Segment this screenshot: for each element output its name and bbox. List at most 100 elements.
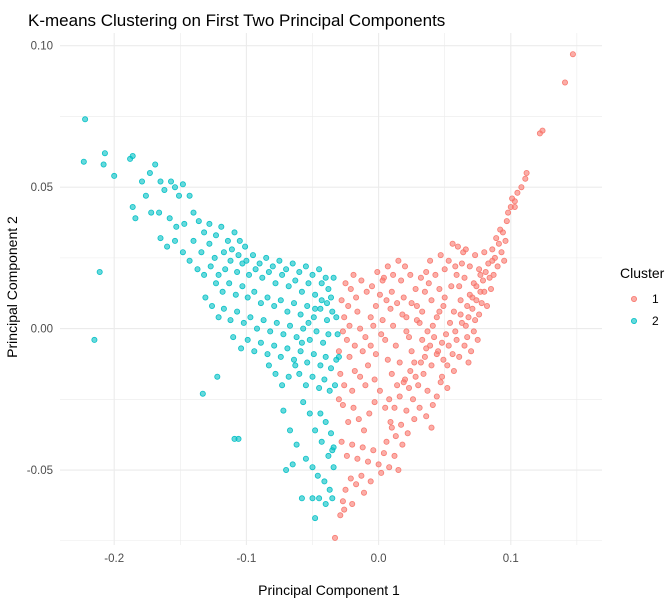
data-point-cluster-2 [321, 478, 328, 485]
data-point-cluster-2 [304, 359, 311, 366]
data-point-cluster-1 [350, 271, 357, 278]
data-point-cluster-1 [383, 438, 390, 445]
data-point-cluster-2 [257, 300, 264, 307]
data-point-cluster-2 [300, 325, 307, 332]
data-point-cluster-2 [228, 246, 235, 253]
data-point-cluster-2 [283, 266, 290, 273]
data-point-cluster-1 [433, 393, 440, 400]
points-layer [80, 51, 576, 541]
data-point-cluster-1 [424, 328, 431, 335]
data-point-cluster-2 [302, 263, 309, 270]
data-point-cluster-2 [201, 271, 208, 278]
data-point-cluster-1 [468, 348, 475, 355]
data-point-cluster-1 [469, 294, 476, 301]
data-point-cluster-1 [478, 300, 485, 307]
data-point-cluster-2 [190, 237, 197, 244]
data-point-cluster-2 [100, 161, 107, 168]
data-point-cluster-2 [230, 334, 237, 341]
data-point-cluster-1 [405, 334, 412, 341]
data-point-cluster-2 [286, 322, 293, 329]
data-point-cluster-2 [222, 266, 229, 273]
data-point-cluster-1 [357, 325, 364, 332]
data-point-cluster-1 [441, 294, 448, 301]
data-point-cluster-1 [338, 297, 345, 304]
data-point-cluster-1 [476, 311, 483, 318]
data-point-cluster-2 [220, 249, 227, 256]
data-point-cluster-2 [264, 294, 271, 301]
data-point-cluster-2 [235, 252, 242, 259]
data-point-cluster-1 [342, 280, 349, 287]
data-point-cluster-1 [343, 336, 350, 343]
data-point-cluster-1 [562, 79, 569, 86]
data-point-cluster-1 [449, 240, 456, 247]
data-point-cluster-2 [215, 271, 222, 278]
data-point-cluster-1 [489, 257, 496, 264]
data-point-cluster-1 [407, 367, 414, 374]
data-point-cluster-1 [452, 263, 459, 270]
data-point-cluster-2 [317, 410, 324, 417]
data-point-cluster-1 [481, 249, 488, 256]
data-point-cluster-1 [438, 373, 445, 380]
data-point-cluster-2 [129, 152, 136, 159]
data-point-cluster-1 [342, 486, 349, 493]
data-point-cluster-2 [215, 314, 222, 321]
data-point-cluster-1 [390, 271, 397, 278]
data-point-cluster-1 [469, 305, 476, 312]
data-point-cluster-2 [318, 438, 325, 445]
data-point-cluster-1 [367, 342, 374, 349]
data-point-cluster-1 [360, 489, 367, 496]
data-point-cluster-2 [264, 351, 271, 358]
data-point-cluster-1 [339, 401, 346, 408]
data-point-cluster-2 [271, 302, 278, 309]
data-point-cluster-1 [347, 285, 354, 292]
data-point-cluster-1 [465, 314, 472, 321]
data-point-cluster-1 [445, 342, 452, 349]
data-point-cluster-2 [327, 294, 334, 301]
data-point-cluster-1 [470, 328, 477, 335]
data-point-cluster-1 [489, 246, 496, 253]
data-point-cluster-1 [331, 534, 338, 541]
data-point-cluster-1 [394, 382, 401, 389]
data-point-cluster-2 [265, 362, 272, 369]
data-point-cluster-2 [284, 345, 291, 352]
data-point-cluster-2 [312, 305, 319, 312]
data-point-cluster-2 [272, 280, 279, 287]
data-point-cluster-2 [306, 410, 313, 417]
data-point-cluster-1 [337, 370, 344, 377]
data-point-cluster-2 [80, 158, 87, 165]
data-point-cluster-1 [498, 249, 505, 256]
data-point-cluster-1 [464, 334, 471, 341]
data-point-cluster-1 [341, 314, 348, 321]
data-point-cluster-1 [461, 274, 468, 281]
data-point-cluster-2 [297, 311, 304, 318]
data-point-cluster-2 [219, 288, 226, 295]
data-point-cluster-2 [293, 334, 300, 341]
data-point-cluster-2 [175, 192, 182, 199]
x-tick-label: 0.1 [503, 553, 519, 565]
data-point-cluster-1 [569, 51, 576, 58]
data-point-cluster-2 [138, 178, 145, 185]
data-point-cluster-2 [167, 178, 174, 185]
data-point-cluster-1 [481, 288, 488, 295]
data-point-cluster-1 [423, 345, 430, 352]
data-point-cluster-2 [298, 339, 305, 346]
data-point-cluster-2 [312, 515, 319, 522]
legend-label-cluster-2: 2 [652, 314, 659, 328]
data-point-cluster-2 [329, 447, 336, 454]
data-point-cluster-1 [372, 351, 379, 358]
data-point-cluster-1 [335, 348, 342, 355]
data-point-cluster-2 [212, 280, 219, 287]
data-point-cluster-1 [486, 274, 493, 281]
data-point-cluster-2 [171, 237, 178, 244]
data-point-cluster-1 [398, 421, 405, 428]
data-point-cluster-1 [343, 452, 350, 459]
x-tick-label: -0.2 [104, 553, 124, 565]
data-point-cluster-2 [310, 351, 317, 358]
data-point-cluster-1 [465, 359, 472, 366]
data-point-cluster-2 [156, 209, 163, 216]
data-point-cluster-1 [388, 288, 395, 295]
data-point-cluster-2 [331, 382, 338, 389]
data-point-cluster-1 [378, 469, 385, 476]
data-point-cluster-1 [448, 283, 455, 290]
data-point-cluster-2 [171, 184, 178, 191]
